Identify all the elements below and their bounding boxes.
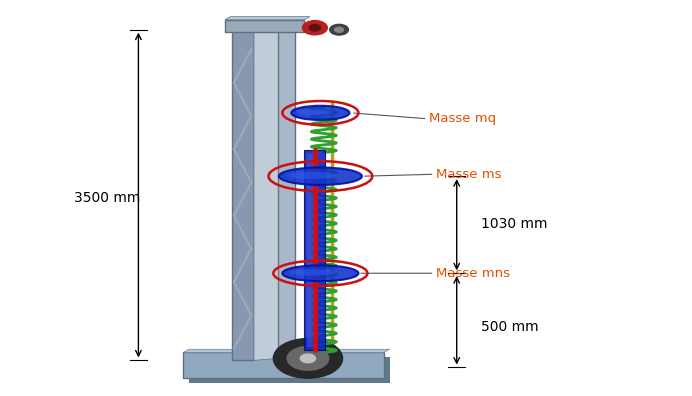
Polygon shape (225, 17, 310, 20)
Text: 1030 mm: 1030 mm (481, 217, 547, 231)
Ellipse shape (287, 172, 337, 179)
FancyBboxPatch shape (189, 357, 390, 383)
FancyBboxPatch shape (304, 150, 325, 350)
Text: Masse mns: Masse mns (436, 267, 510, 280)
Ellipse shape (291, 106, 349, 120)
Polygon shape (183, 349, 390, 352)
Ellipse shape (297, 109, 332, 115)
Polygon shape (254, 24, 278, 360)
Circle shape (287, 346, 329, 370)
Text: 500 mm: 500 mm (481, 320, 538, 334)
Ellipse shape (282, 265, 358, 281)
Text: Masse ms: Masse ms (436, 168, 502, 181)
Ellipse shape (279, 168, 362, 185)
Text: 3500 mm: 3500 mm (74, 191, 140, 205)
FancyBboxPatch shape (307, 154, 313, 346)
Circle shape (302, 21, 327, 35)
Circle shape (309, 25, 320, 31)
Circle shape (329, 25, 348, 35)
FancyBboxPatch shape (278, 26, 295, 358)
Circle shape (273, 339, 343, 378)
FancyBboxPatch shape (232, 26, 254, 360)
Ellipse shape (290, 269, 336, 276)
Circle shape (335, 27, 343, 32)
Text: Masse mq: Masse mq (429, 112, 496, 125)
Circle shape (300, 354, 316, 363)
FancyBboxPatch shape (225, 20, 304, 32)
FancyBboxPatch shape (183, 352, 384, 378)
